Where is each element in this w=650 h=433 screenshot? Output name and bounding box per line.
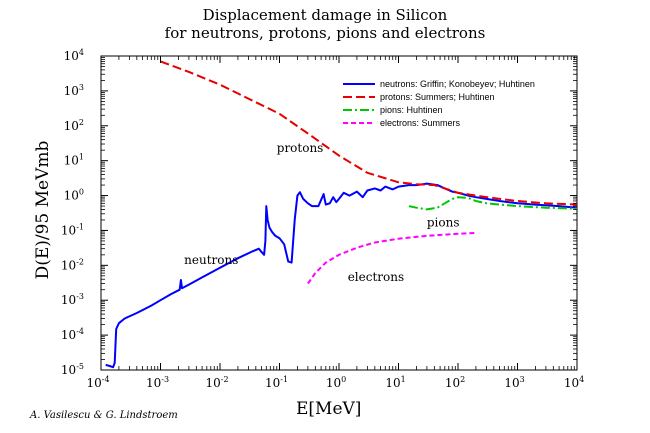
annotation-protons: protons <box>277 141 324 155</box>
x-tick-label: 101 <box>385 375 405 390</box>
axes: 10-4 10-3 10-2 10-1 100 101 102 103 10410-510-41… <box>61 48 584 390</box>
legend-label-neutrons: neutrons: Griffin; Konobeyev; Huhtinen <box>380 79 535 89</box>
series-line-neutrons <box>105 182 578 369</box>
series-annotations: neutrons protons pions electrons <box>184 141 459 284</box>
annotation-pions: pions <box>427 215 460 229</box>
x-tick-label: 10-4 <box>86 375 109 390</box>
legend-label-pions: pions: Huhtinen <box>380 105 443 115</box>
x-tick-label: 10-3 <box>146 375 169 390</box>
x-tick-label: 102 <box>445 375 465 390</box>
y-tick-label: 10-4 <box>61 327 84 342</box>
x-tick-label: 10-2 <box>205 375 228 390</box>
x-tick-label: 100 <box>326 375 346 390</box>
x-tick-label: 10-1 <box>265 375 288 390</box>
y-tick-label: 102 <box>64 118 84 133</box>
series-line-pions <box>408 196 578 211</box>
y-tick-label: 103 <box>64 83 84 98</box>
x-tick-label: 103 <box>504 375 524 390</box>
plot-frame <box>100 55 578 371</box>
y-tick-label: 10-1 <box>61 222 84 237</box>
chart-subtitle: for neutrons, protons, pions and electro… <box>164 24 486 42</box>
series-lines <box>105 60 578 369</box>
chart-title: Displacement damage in Silicon <box>202 6 448 24</box>
y-tick-label: 104 <box>64 48 84 63</box>
y-tick-label: 10-2 <box>61 257 84 272</box>
y-tick-label: 100 <box>64 188 84 203</box>
y-tick-label: 10-3 <box>61 292 84 307</box>
series-line-protons <box>160 60 578 206</box>
x-tick-label: 104 <box>564 375 584 390</box>
annotation-neutrons: neutrons <box>184 253 238 267</box>
legend-label-electrons: electrons: Summers <box>380 118 461 128</box>
plot-area <box>100 55 578 371</box>
y-tick-label: 101 <box>64 153 84 168</box>
x-axis-label: E[MeV] <box>296 399 362 419</box>
credit-text: A. Vasilescu & G. Lindstroem <box>30 410 178 421</box>
annotation-electrons: electrons <box>348 270 404 284</box>
y-tick-label: 10-5 <box>61 362 84 377</box>
legend: neutrons: Griffin; Konobeyev; Huhtinen pr… <box>343 79 535 128</box>
series-line-electrons <box>307 231 476 285</box>
legend-label-protons: protons: Summers; Huhtinen <box>380 92 495 102</box>
